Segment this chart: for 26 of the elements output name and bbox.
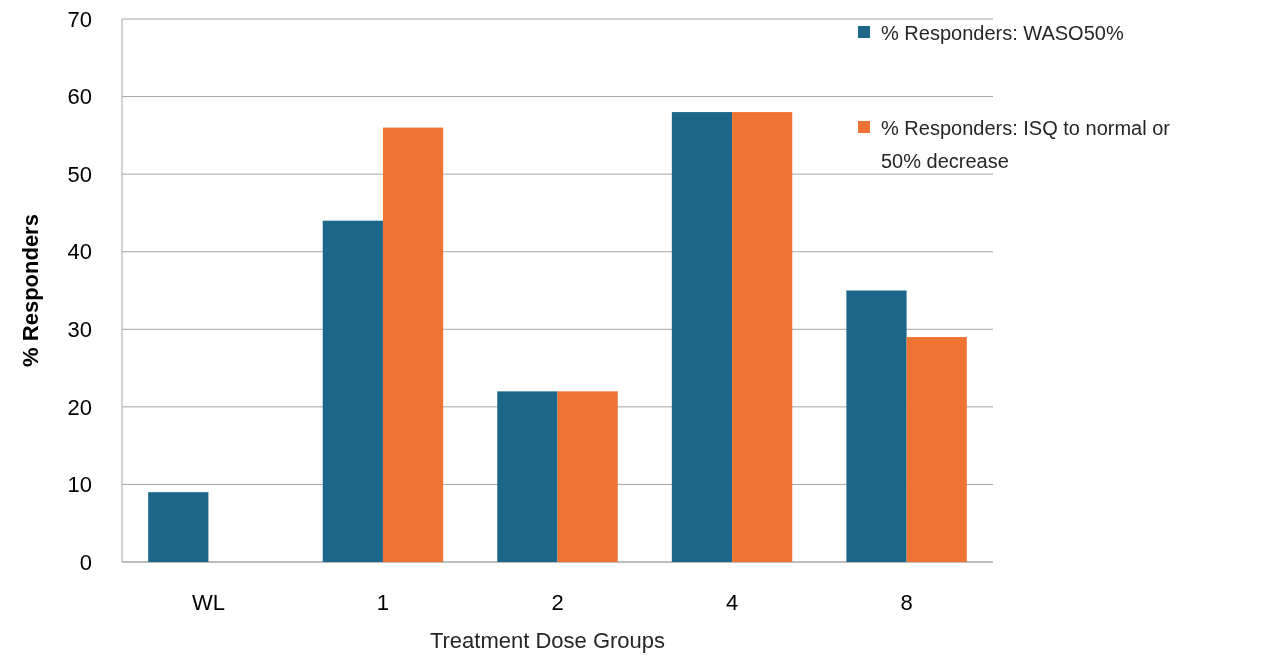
- bar: [497, 391, 558, 562]
- y-tick-label: 0: [79, 549, 92, 575]
- y-tick-label: 50: [67, 161, 92, 187]
- x-tick-label: WL: [191, 590, 225, 615]
- x-tick-label: 4: [725, 590, 739, 615]
- bar: [846, 290, 907, 562]
- legend-label: % Responders: WASO50%: [881, 22, 1124, 44]
- y-tick-label: 20: [67, 394, 92, 420]
- bar: [322, 220, 383, 562]
- bar: [382, 127, 444, 562]
- bar: [148, 492, 209, 562]
- x-tick-label: 2: [551, 590, 564, 615]
- bar: [557, 391, 618, 562]
- bar: [732, 112, 793, 562]
- legend-label: % Responders: ISQ to normal or 50% decrease: [881, 117, 1171, 172]
- y-tick-label: 70: [67, 6, 92, 32]
- x-axis-title: Treatment Dose Groups: [429, 628, 666, 653]
- y-axis-title: % Responders: [18, 214, 43, 367]
- bar: [906, 337, 967, 562]
- y-tick-label: 60: [67, 84, 92, 110]
- y-tick-label: 30: [67, 316, 92, 342]
- x-tick-label: 1: [376, 590, 390, 615]
- x-tick-label: 8: [900, 590, 913, 615]
- bar: [671, 112, 733, 562]
- y-tick-label: 10: [67, 472, 92, 498]
- y-tick-label: 40: [67, 239, 92, 265]
